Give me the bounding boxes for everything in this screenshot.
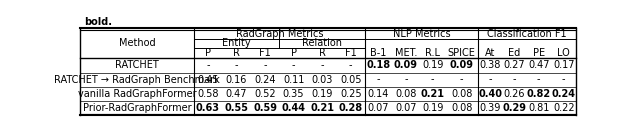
Text: 0.39: 0.39 [479,103,501,113]
Text: 0.17: 0.17 [553,61,575,70]
Text: Ed: Ed [508,48,520,58]
Text: 0.19: 0.19 [422,103,444,113]
Text: NLP Metrics: NLP Metrics [393,29,451,39]
Text: R: R [233,48,240,58]
Text: Prior-RadGraphFormer: Prior-RadGraphFormer [83,103,191,113]
Text: 0.19: 0.19 [312,89,333,99]
Text: 0.26: 0.26 [504,89,525,99]
Text: 0.08: 0.08 [395,89,417,99]
Text: -: - [321,61,324,70]
Text: 0.08: 0.08 [451,89,472,99]
Text: 0.19: 0.19 [422,61,444,70]
Text: vanilla RadGraphFormer: vanilla RadGraphFormer [77,89,196,99]
Text: RadGraph Metrics: RadGraph Metrics [236,29,323,39]
Text: 0.03: 0.03 [312,75,333,85]
Text: 0.21: 0.21 [310,103,334,113]
Text: 0.05: 0.05 [340,75,362,85]
Text: PE: PE [532,48,545,58]
Text: 0.45: 0.45 [197,75,219,85]
Text: LO: LO [557,48,570,58]
Text: 0.21: 0.21 [420,89,445,99]
Text: 0.22: 0.22 [553,103,575,113]
Text: 0.52: 0.52 [254,89,276,99]
Text: -: - [562,75,566,85]
Text: -: - [431,75,435,85]
Text: 0.82: 0.82 [527,89,551,99]
Text: 0.28: 0.28 [339,103,363,113]
Text: 0.55: 0.55 [225,103,248,113]
Text: -: - [349,61,353,70]
Text: -: - [235,61,238,70]
Text: Entity: Entity [222,38,251,48]
Text: 0.59: 0.59 [253,103,277,113]
Text: 0.08: 0.08 [451,103,472,113]
Text: RATCHET → RadGraph Benchmark: RATCHET → RadGraph Benchmark [54,75,220,85]
Text: 0.16: 0.16 [226,75,247,85]
Text: 0.63: 0.63 [196,103,220,113]
Text: 0.25: 0.25 [340,89,362,99]
Text: R: R [319,48,326,58]
Text: -: - [292,61,296,70]
Text: 0.35: 0.35 [283,89,305,99]
Text: 0.24: 0.24 [254,75,276,85]
Text: 0.40: 0.40 [478,89,502,99]
Text: -: - [460,75,463,85]
Text: 0.47: 0.47 [528,61,550,70]
Text: 0.07: 0.07 [367,103,389,113]
Text: 0.09: 0.09 [394,61,418,70]
Text: 0.11: 0.11 [283,75,304,85]
Text: B-1: B-1 [370,48,387,58]
Text: 0.24: 0.24 [552,89,576,99]
Text: -: - [488,75,492,85]
Text: 0.38: 0.38 [479,61,501,70]
Text: 0.14: 0.14 [368,89,389,99]
Text: -: - [377,75,380,85]
Text: bold.: bold. [84,17,112,27]
Text: 0.29: 0.29 [502,103,526,113]
Text: 0.58: 0.58 [197,89,219,99]
Text: F1: F1 [259,48,271,58]
Text: RATCHET: RATCHET [115,61,159,70]
Text: P: P [205,48,211,58]
Text: R.L: R.L [425,48,440,58]
Text: 0.47: 0.47 [226,89,247,99]
Text: Classification F1: Classification F1 [487,29,567,39]
Text: -: - [404,75,408,85]
Text: 0.27: 0.27 [504,61,525,70]
Text: F1: F1 [345,48,356,58]
Text: 0.44: 0.44 [282,103,306,113]
Text: 0.07: 0.07 [395,103,417,113]
Text: P: P [291,48,296,58]
Text: -: - [537,75,540,85]
Text: MET.: MET. [395,48,417,58]
Text: 0.09: 0.09 [450,61,474,70]
Text: Method: Method [118,38,155,48]
Text: At: At [485,48,495,58]
Text: Relation: Relation [302,38,342,48]
Text: -: - [263,61,267,70]
Text: 0.81: 0.81 [528,103,549,113]
Text: -: - [513,75,516,85]
Text: SPICE: SPICE [448,48,476,58]
Text: -: - [206,61,210,70]
Text: 0.18: 0.18 [366,61,390,70]
